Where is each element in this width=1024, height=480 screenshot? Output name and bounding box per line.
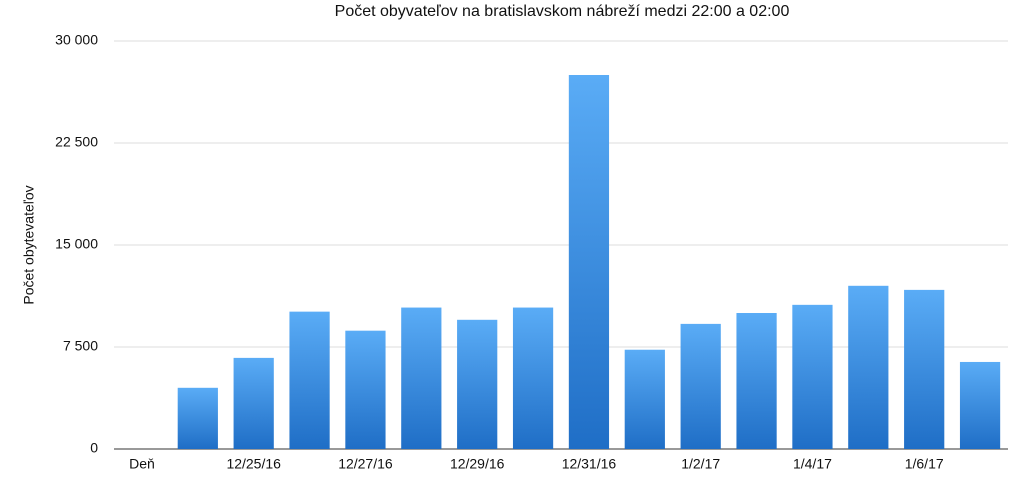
y-axis-label: Počet obytevateľov: [21, 185, 37, 304]
chart-title: Počet obyvateľov na bratislavskom nábrež…: [335, 3, 790, 20]
x-tick-label: 12/25/16: [226, 456, 281, 472]
y-tick-label: 0: [90, 440, 98, 456]
y-tick-label: 22 500: [55, 134, 98, 150]
bar: [177, 387, 218, 449]
bar: [345, 330, 386, 449]
bar: [792, 304, 833, 449]
bar: [289, 311, 330, 449]
x-tick-label: 1/2/17: [681, 456, 720, 472]
x-tick-label: 1/6/17: [905, 456, 944, 472]
bar: [401, 307, 442, 449]
x-tick-label: Deň: [129, 456, 155, 472]
x-tick-label: 12/31/16: [562, 456, 617, 472]
x-tick-label: 12/27/16: [338, 456, 393, 472]
bar: [568, 75, 610, 449]
bar: [959, 361, 1001, 449]
bar: [457, 319, 498, 449]
bar: [624, 349, 665, 449]
bar: [512, 307, 554, 449]
x-tick-label: 1/4/17: [793, 456, 832, 472]
bar: [848, 285, 889, 449]
x-tick-label: 12/29/16: [450, 456, 505, 472]
y-tick-label: 15 000: [55, 236, 98, 252]
bar: [904, 289, 945, 449]
bar: [680, 323, 721, 449]
y-tick-label: 30 000: [55, 32, 98, 48]
bar: [233, 357, 274, 449]
bar: [736, 313, 777, 449]
y-tick-label: 7 500: [63, 338, 98, 354]
